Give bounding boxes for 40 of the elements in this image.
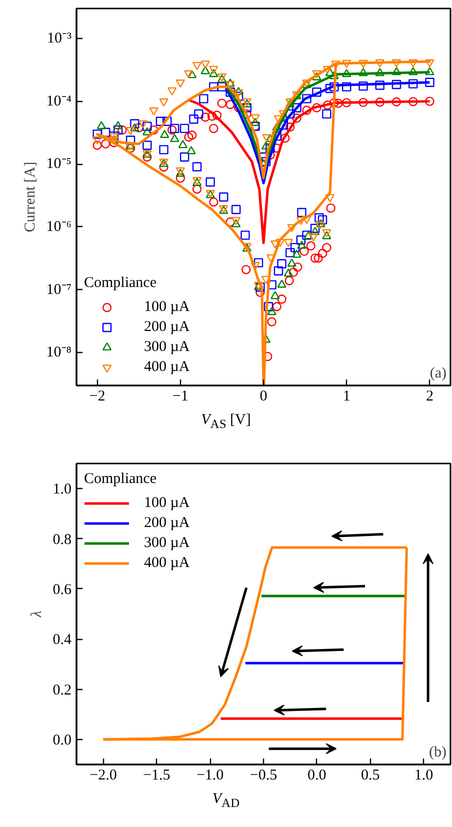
x-tick-label: −1.0 — [196, 768, 224, 784]
x-tick-label: 2 — [426, 388, 434, 404]
legend-title: Compliance — [84, 471, 158, 488]
y-tick-label: 0.4 — [52, 632, 72, 648]
x-axis-title: V$_{AD}$ — [212, 791, 240, 810]
y-tick-label: 10⁻⁶ — [46, 218, 72, 235]
x-tick-label: −2 — [89, 388, 106, 404]
legend-label: 400 µA — [144, 554, 190, 572]
y-tick-label: 0.0 — [52, 732, 72, 748]
x-tick-label: 0 — [260, 388, 268, 404]
y-tick-label: 10⁻⁵ — [46, 156, 72, 172]
y-tick-label: 10⁻³ — [47, 30, 72, 46]
legend-label: 300 µA — [144, 534, 190, 552]
legend-label: 200 µA — [144, 318, 190, 336]
annotation: (a) — [430, 366, 447, 382]
legend-label: 100 µA — [144, 494, 190, 512]
y-tick-label: 0.8 — [52, 532, 72, 548]
legend-label: 300 µA — [144, 338, 190, 356]
x-tick-label: −2.0 — [90, 768, 117, 784]
legend-title: Compliance — [84, 275, 158, 292]
x-tick-label: −1.5 — [143, 768, 170, 784]
y-tick-label: 10⁻⁴ — [46, 93, 72, 110]
annotation: (b) — [429, 744, 447, 760]
y-axis-title: λ — [28, 610, 45, 618]
y-tick-label: 10⁻⁷ — [46, 282, 72, 298]
y-tick-label: 10⁻⁸ — [46, 344, 72, 361]
y-tick-label: 0.2 — [52, 682, 72, 698]
legend-label: 200 µA — [144, 514, 190, 532]
y-axis-title: Current [A] — [22, 162, 38, 232]
x-tick-label: 0.0 — [308, 768, 326, 784]
y-tick-label: 0.6 — [52, 582, 72, 598]
legend-label: 100 µA — [144, 298, 190, 316]
x-tick-label: 0.5 — [360, 768, 380, 784]
x-tick-label: 1.0 — [414, 768, 434, 784]
x-tick-label: −0.5 — [250, 768, 278, 784]
x-tick-label: −1 — [172, 388, 188, 404]
x-tick-label: 1 — [342, 388, 350, 404]
legend-label: 400 µA — [144, 358, 190, 376]
y-tick-label: 1.0 — [52, 482, 72, 498]
x-axis-title: V$_{AS}$ [V] — [200, 411, 252, 433]
